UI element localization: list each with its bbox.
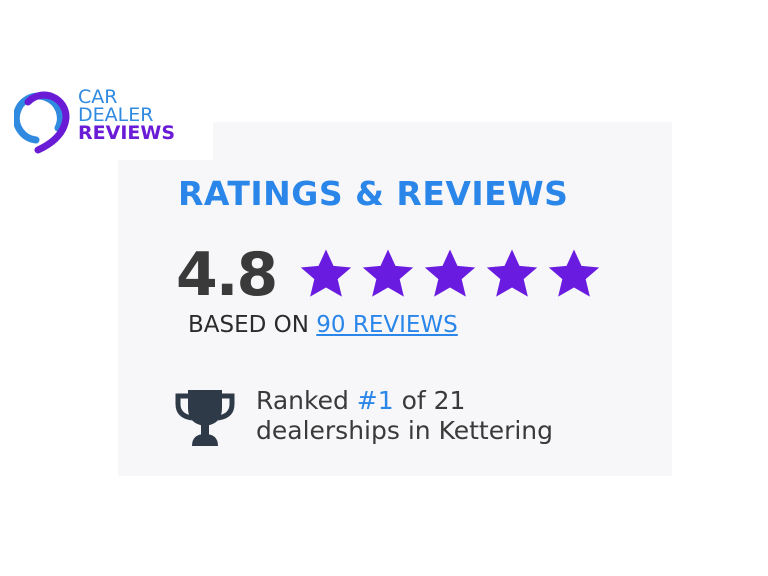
star-icon [424,249,476,297]
logo-background [0,70,213,160]
star-icon [548,249,600,297]
logo-text: CAR DEALER REVIEWS [78,86,176,144]
logo-icon [14,91,70,154]
based-on-label: BASED ON [188,312,309,338]
star-icon [486,249,538,297]
ranking-text: Ranked #1 of 21 dealerships in Kettering [256,386,553,446]
logo-line-1: CAR [78,86,118,108]
logo-line-2: DEALER [78,104,154,126]
star-icon [362,249,414,297]
card-title: RATINGS & REVIEWS [178,174,569,213]
logo-line-3: REVIEWS [78,122,176,144]
rank-prefix: Ranked [256,386,349,415]
rank-location: dealerships in Kettering [256,416,554,445]
based-on-text: BASED ON 90 REVIEWS [188,312,458,338]
trophy-icon [175,390,235,446]
rank-number: #1 [356,386,394,415]
star-rating [298,246,602,302]
star-icon [300,249,352,297]
reviews-link[interactable]: 90 REVIEWS [316,312,458,338]
rank-suffix: of 21 [401,386,466,415]
rating-score: 4.8 [176,240,278,310]
